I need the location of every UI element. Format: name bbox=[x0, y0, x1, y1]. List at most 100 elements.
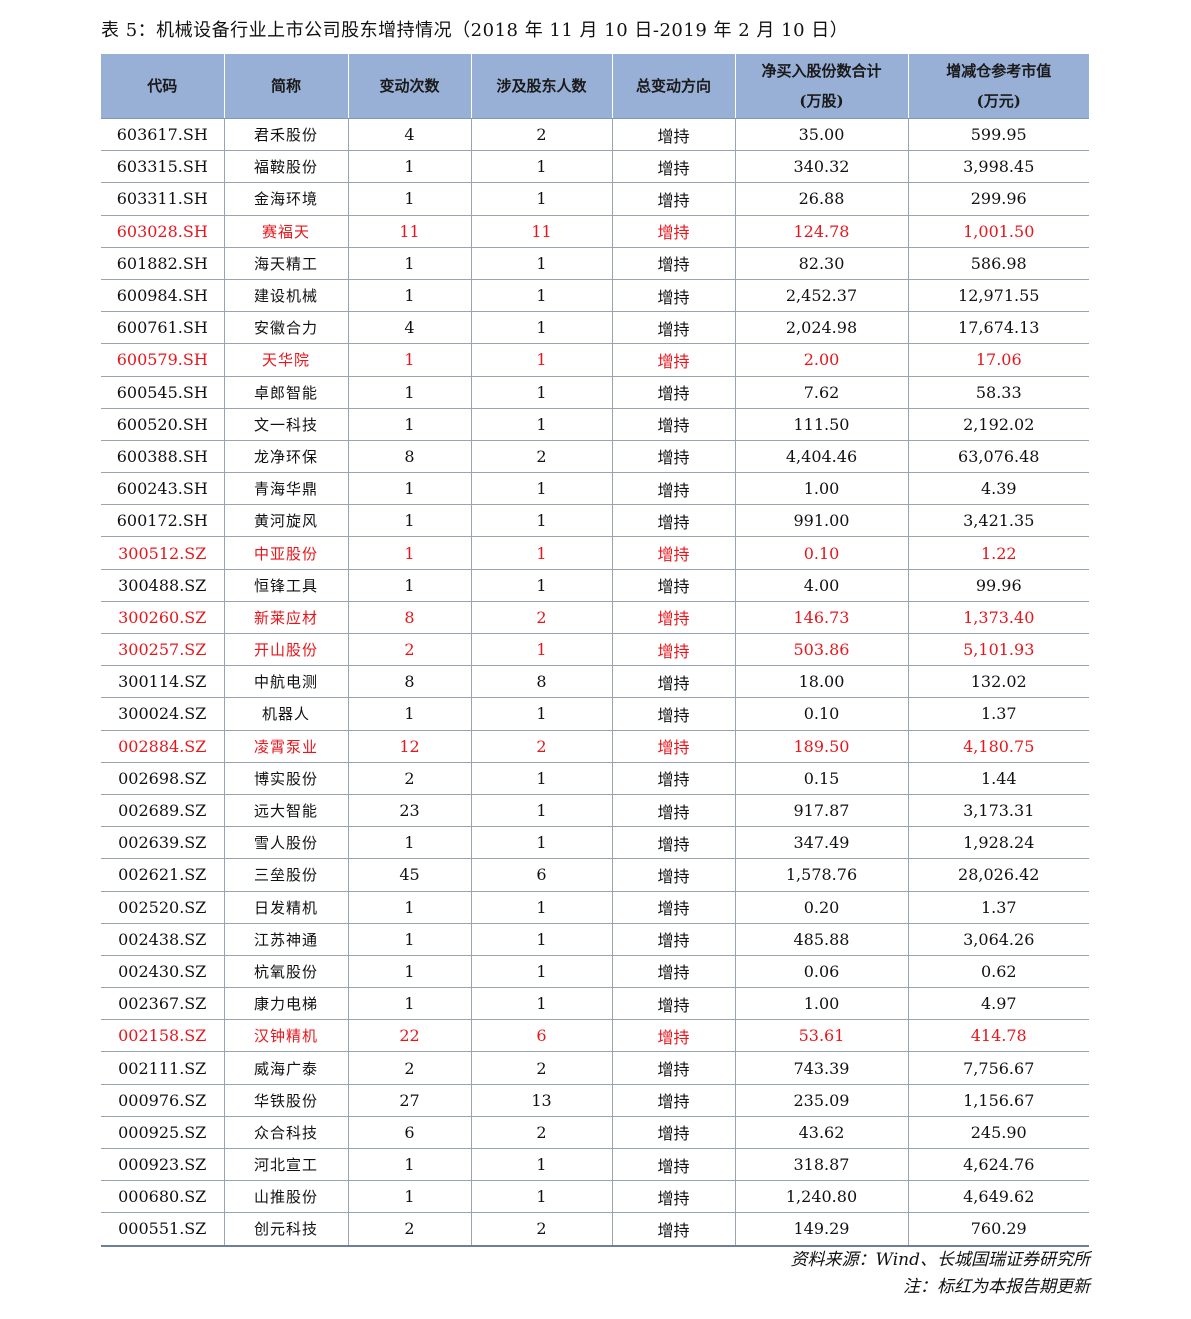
cell-value: 414.78 bbox=[907, 1019, 1089, 1053]
cell-code: 300488.SZ bbox=[101, 569, 224, 602]
cell-changes: 27 bbox=[347, 1084, 471, 1117]
cell-name: 机器人 bbox=[223, 697, 348, 731]
cell-name: 威海广泰 bbox=[223, 1051, 348, 1085]
cell-holders: 1 bbox=[470, 504, 612, 538]
cell-name: 建设机械 bbox=[223, 279, 348, 313]
cell-changes: 2 bbox=[347, 1212, 471, 1247]
cell-holders: 1 bbox=[470, 569, 612, 602]
cell-changes: 45 bbox=[347, 858, 471, 892]
cell-code: 601882.SH bbox=[101, 247, 224, 280]
cell-code: 002430.SZ bbox=[101, 955, 224, 989]
cell-direction: 增持 bbox=[611, 665, 735, 699]
header-value-label: 增减仓参考市值 bbox=[946, 62, 1052, 80]
cell-name: 海天精工 bbox=[223, 247, 348, 280]
cell-name: 山推股份 bbox=[223, 1180, 348, 1214]
cell-code: 600388.SH bbox=[101, 440, 224, 474]
header-name: 简称 bbox=[223, 54, 348, 119]
cell-shares: 146.73 bbox=[734, 601, 908, 635]
table-row: 002520.SZ 日发精机 1 1 增持 0.20 1.37 bbox=[101, 891, 1089, 924]
cell-code: 603028.SH bbox=[101, 215, 224, 248]
cell-name: 三垒股份 bbox=[223, 858, 348, 892]
cell-code: 600545.SH bbox=[101, 376, 224, 409]
cell-code: 600984.SH bbox=[101, 279, 224, 313]
cell-name: 金海环境 bbox=[223, 182, 348, 216]
cell-shares: 35.00 bbox=[734, 118, 908, 152]
cell-code: 300512.SZ bbox=[101, 536, 224, 570]
cell-direction: 增持 bbox=[611, 504, 735, 538]
cell-holders: 1 bbox=[470, 279, 612, 313]
cell-shares: 340.32 bbox=[734, 150, 908, 184]
cell-shares: 124.78 bbox=[734, 215, 908, 248]
cell-changes: 1 bbox=[347, 343, 471, 377]
cell-shares: 347.49 bbox=[734, 826, 908, 860]
cell-direction: 增持 bbox=[611, 472, 735, 506]
table-row: 000976.SZ 华铁股份 27 13 增持 235.09 1,156.67 bbox=[101, 1084, 1089, 1117]
cell-holders: 2 bbox=[470, 730, 612, 763]
cell-value: 4.39 bbox=[907, 472, 1089, 506]
cell-direction: 增持 bbox=[611, 408, 735, 441]
cell-holders: 8 bbox=[470, 665, 612, 699]
cell-name: 汉钟精机 bbox=[223, 1019, 348, 1053]
cell-value: 63,076.48 bbox=[907, 440, 1089, 474]
header-shares: 净买入股份数合计 (万股) bbox=[734, 54, 908, 119]
cell-name: 安徽合力 bbox=[223, 311, 348, 345]
cell-changes: 1 bbox=[347, 150, 471, 184]
cell-value: 1.37 bbox=[907, 697, 1089, 731]
cell-value: 7,756.67 bbox=[907, 1051, 1089, 1085]
cell-value: 760.29 bbox=[907, 1212, 1089, 1247]
table-title: 表 5：机械设备行业上市公司股东增持情况（2018 年 11 月 10 日-20… bbox=[101, 20, 849, 41]
cell-value: 5,101.93 bbox=[907, 633, 1089, 667]
source-footnote: 资料来源：Wind、长城国瑞证券研究所 bbox=[790, 1250, 1090, 1270]
cell-shares: 43.62 bbox=[734, 1116, 908, 1150]
cell-holders: 1 bbox=[470, 762, 612, 795]
table-row: 002689.SZ 远大智能 23 1 增持 917.87 3,173.31 bbox=[101, 794, 1089, 828]
cell-name: 日发精机 bbox=[223, 891, 348, 924]
cell-holders: 6 bbox=[470, 858, 612, 892]
cell-name: 凌霄泵业 bbox=[223, 730, 348, 763]
table-row: 603028.SH 赛福天 11 11 增持 124.78 1,001.50 bbox=[101, 215, 1089, 248]
cell-holders: 1 bbox=[470, 633, 612, 667]
cell-direction: 增持 bbox=[611, 1084, 735, 1117]
cell-direction: 增持 bbox=[611, 826, 735, 860]
cell-direction: 增持 bbox=[611, 376, 735, 409]
header-value-unit: (万元) bbox=[976, 92, 1021, 110]
cell-shares: 2,452.37 bbox=[734, 279, 908, 313]
cell-direction: 增持 bbox=[611, 247, 735, 280]
cell-code: 600520.SH bbox=[101, 408, 224, 441]
header-changes-label: 变动次数 bbox=[379, 77, 440, 95]
table-row: 002367.SZ 康力电梯 1 1 增持 1.00 4.97 bbox=[101, 987, 1089, 1021]
cell-changes: 1 bbox=[347, 569, 471, 602]
cell-value: 28,026.42 bbox=[907, 858, 1089, 892]
cell-name: 河北宣工 bbox=[223, 1148, 348, 1182]
cell-code: 603311.SH bbox=[101, 182, 224, 216]
cell-changes: 2 bbox=[347, 1051, 471, 1085]
cell-name: 福鞍股份 bbox=[223, 150, 348, 184]
cell-shares: 189.50 bbox=[734, 730, 908, 763]
cell-holders: 1 bbox=[470, 182, 612, 216]
header-name-label: 简称 bbox=[270, 77, 301, 95]
cell-code: 600172.SH bbox=[101, 504, 224, 538]
cell-direction: 增持 bbox=[611, 1019, 735, 1053]
cell-direction: 增持 bbox=[611, 118, 735, 152]
cell-code: 002689.SZ bbox=[101, 794, 224, 828]
cell-value: 17.06 bbox=[907, 343, 1089, 377]
cell-changes: 2 bbox=[347, 633, 471, 667]
cell-shares: 149.29 bbox=[734, 1212, 908, 1247]
header-value: 增减仓参考市值 (万元) bbox=[907, 54, 1089, 119]
cell-value: 12,971.55 bbox=[907, 279, 1089, 313]
cell-code: 300257.SZ bbox=[101, 633, 224, 667]
table-row: 600243.SH 青海华鼎 1 1 增持 1.00 4.39 bbox=[101, 472, 1089, 506]
table-row: 600545.SH 卓郎智能 1 1 增持 7.62 58.33 bbox=[101, 376, 1089, 409]
cell-changes: 1 bbox=[347, 697, 471, 731]
cell-holders: 1 bbox=[470, 987, 612, 1021]
cell-holders: 2 bbox=[470, 1051, 612, 1085]
cell-name: 新莱应材 bbox=[223, 601, 348, 635]
cell-shares: 917.87 bbox=[734, 794, 908, 828]
cell-name: 杭氧股份 bbox=[223, 955, 348, 989]
cell-name: 黄河旋风 bbox=[223, 504, 348, 538]
cell-direction: 增持 bbox=[611, 1116, 735, 1150]
cell-shares: 2.00 bbox=[734, 343, 908, 377]
cell-code: 002438.SZ bbox=[101, 923, 224, 956]
cell-holders: 1 bbox=[470, 472, 612, 506]
cell-changes: 2 bbox=[347, 762, 471, 795]
